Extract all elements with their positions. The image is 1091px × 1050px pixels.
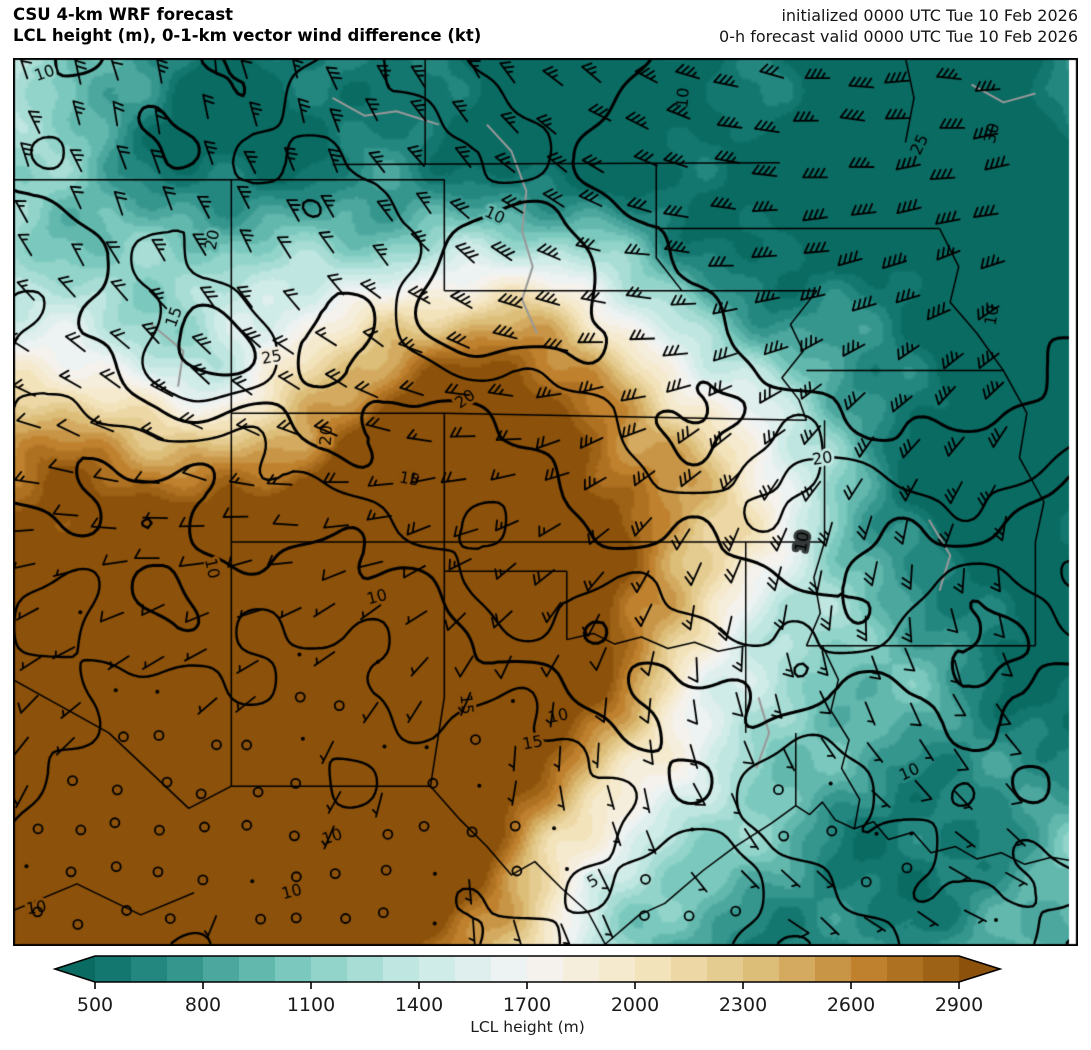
colorbar-segment bbox=[599, 956, 636, 982]
colorbar-segment bbox=[131, 956, 168, 982]
colorbar-segment bbox=[275, 956, 312, 982]
colorbar-segment bbox=[455, 956, 492, 982]
colorbar-segment bbox=[815, 956, 852, 982]
colorbar-tick-label: 1400 bbox=[395, 994, 443, 1016]
colorbar-segment bbox=[491, 956, 528, 982]
colorbar-segment bbox=[95, 956, 132, 982]
colorbar-tick-label: 800 bbox=[185, 994, 221, 1016]
colorbar-tick-label: 1100 bbox=[287, 994, 335, 1016]
colorbar-segment bbox=[779, 956, 816, 982]
colorbar-segment bbox=[671, 956, 708, 982]
colorbar-tick-label: 2600 bbox=[827, 994, 875, 1016]
init-time: initialized 0000 UTC Tue 10 Feb 2026 bbox=[781, 6, 1078, 25]
header-left: CSU 4-km WRF forecast LCL height (m), 0-… bbox=[13, 4, 481, 46]
header-right: initialized 0000 UTC Tue 10 Feb 2026 0-h… bbox=[719, 5, 1078, 47]
colorbar-segment bbox=[563, 956, 600, 982]
colorbar-over-arrow bbox=[959, 956, 1000, 982]
valid-time: 0-h forecast valid 0000 UTC Tue 10 Feb 2… bbox=[719, 27, 1078, 46]
colorbar-segment bbox=[923, 956, 960, 982]
page-title: CSU 4-km WRF forecast bbox=[13, 5, 234, 24]
colorbar-tick-label: 2000 bbox=[611, 994, 659, 1016]
colorbar-segment bbox=[167, 956, 204, 982]
colorbar-segment bbox=[347, 956, 384, 982]
colorbar-tick-label: 2900 bbox=[935, 994, 983, 1016]
forecast-map bbox=[13, 58, 1078, 946]
colorbar-segment bbox=[311, 956, 348, 982]
page-subtitle: LCL height (m), 0-1-km vector wind diffe… bbox=[13, 26, 482, 45]
colorbar: 500 800 1100 1400 1700 2000 2300 2600 2900 bbox=[52, 955, 1003, 1016]
colorbar-segment bbox=[887, 956, 924, 982]
colorbar-segment bbox=[239, 956, 276, 982]
colorbar-segment bbox=[743, 956, 780, 982]
colorbar-tick-label: 1700 bbox=[503, 994, 551, 1016]
colorbar-segment bbox=[383, 956, 420, 982]
colorbar-tick-label: 500 bbox=[77, 994, 113, 1016]
colorbar-segment bbox=[707, 956, 744, 982]
colorbar-under-arrow bbox=[55, 956, 95, 982]
colorbar-label: LCL height (m) bbox=[470, 1018, 585, 1036]
colorbar-segment bbox=[419, 956, 456, 982]
colorbar-segment bbox=[527, 956, 564, 982]
colorbar-segment bbox=[635, 956, 672, 982]
colorbar-segment bbox=[851, 956, 888, 982]
colorbar-segment bbox=[203, 956, 240, 982]
colorbar-tick-label: 2300 bbox=[719, 994, 767, 1016]
